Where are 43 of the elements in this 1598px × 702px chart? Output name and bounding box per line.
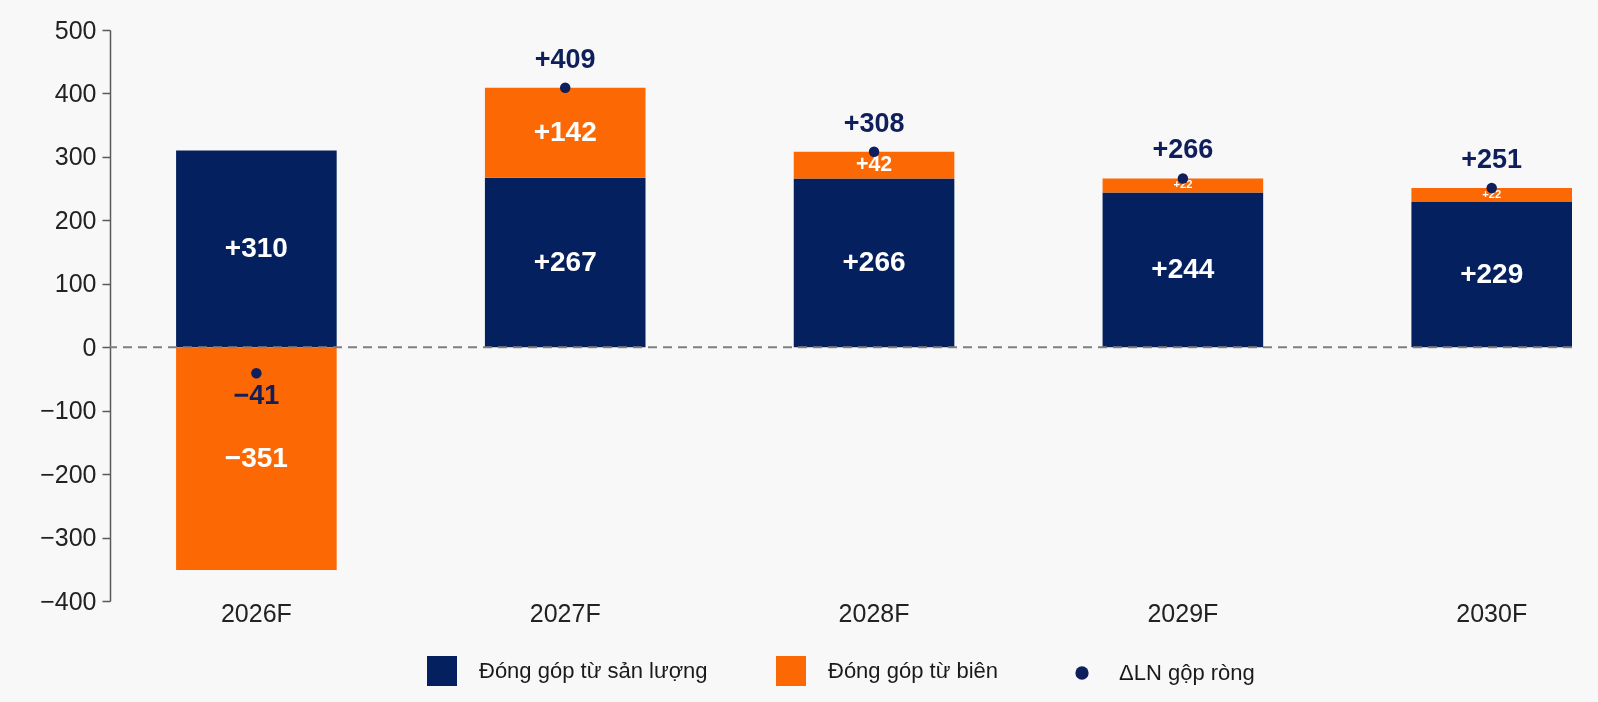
legend-label: ΔLN gộp ròng xyxy=(1119,660,1255,685)
data-label: +42 xyxy=(855,152,893,177)
bar xyxy=(793,178,955,348)
y-tick-label: 200 xyxy=(54,205,97,234)
legend-label: Đóng góp từ sản lượng xyxy=(479,658,708,683)
x-tick-label: 2029F xyxy=(1147,598,1219,627)
legend-label: Đóng góp từ biên xyxy=(828,658,999,683)
x-tick-label: 2030F xyxy=(1456,598,1528,627)
data-label: +308 xyxy=(843,107,905,138)
data-label: +142 xyxy=(533,115,597,147)
data-label: +244 xyxy=(1151,252,1215,284)
data-label: +267 xyxy=(533,245,597,277)
bar xyxy=(484,177,646,348)
y-tick-label: 400 xyxy=(54,78,97,107)
bar xyxy=(176,347,337,570)
data-label: +229 xyxy=(1460,257,1524,289)
y-tick-label: 100 xyxy=(54,269,97,298)
data-label: −41 xyxy=(233,380,280,411)
x-tick-label: 2027F xyxy=(529,598,601,627)
data-label: +251 xyxy=(1461,143,1523,174)
data-label: +409 xyxy=(534,43,596,74)
bar xyxy=(1411,187,1572,202)
bar xyxy=(484,87,646,178)
y-tick-label: −400 xyxy=(40,586,97,615)
bar xyxy=(1102,192,1264,348)
x-tick-label: 2028F xyxy=(838,598,910,627)
data-label: +266 xyxy=(842,245,906,277)
data-label: −351 xyxy=(224,441,288,473)
y-tick-label: 0 xyxy=(82,332,97,361)
bar xyxy=(1411,201,1572,348)
y-tick-label: −300 xyxy=(40,523,97,552)
y-tick-label: 300 xyxy=(54,142,97,171)
y-tick-label: 500 xyxy=(54,15,97,44)
x-tick-label: 2026F xyxy=(220,598,292,627)
bar xyxy=(793,151,955,179)
y-tick-label: −100 xyxy=(40,396,97,425)
y-tick-label: −200 xyxy=(40,459,97,488)
bar xyxy=(176,150,337,348)
bar xyxy=(1102,178,1264,193)
point xyxy=(559,82,571,93)
data-label: +266 xyxy=(1152,134,1214,165)
data-label: +310 xyxy=(224,231,288,263)
point xyxy=(251,368,262,379)
